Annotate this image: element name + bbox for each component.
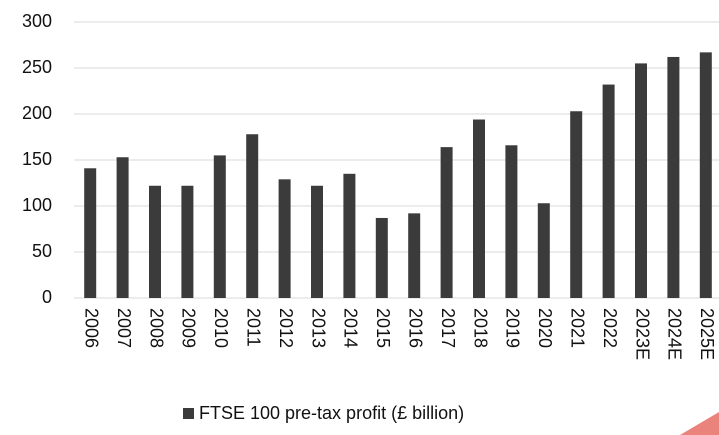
x-tick-label: 2017 — [438, 308, 458, 348]
y-tick-label: 250 — [22, 57, 52, 77]
x-tick-label: 2016 — [405, 308, 425, 348]
bar — [278, 179, 291, 298]
bar — [440, 147, 453, 298]
bar — [116, 157, 129, 298]
x-tick-label: 2009 — [179, 308, 199, 348]
legend-marker — [183, 408, 194, 419]
x-tick-label: 2010 — [211, 308, 231, 348]
x-tick-label: 2011 — [243, 308, 263, 347]
x-tick-label: 2012 — [276, 308, 296, 348]
y-tick-label: 200 — [22, 103, 52, 123]
x-tick-label: 2021 — [567, 308, 587, 348]
bar — [505, 145, 518, 298]
x-tick-label: 2015 — [373, 308, 393, 348]
x-tick-label: 2022 — [600, 308, 620, 348]
bar — [699, 52, 712, 298]
y-tick-label: 150 — [22, 149, 52, 169]
bar — [149, 185, 161, 298]
bar — [635, 63, 647, 299]
x-tick-label: 2025E — [697, 308, 717, 360]
corner-decoration — [680, 412, 719, 435]
x-tick-label: 2018 — [470, 308, 490, 348]
bar — [375, 217, 388, 298]
bar — [570, 111, 583, 299]
x-tick-label: 2020 — [535, 308, 555, 348]
bar — [602, 84, 615, 298]
y-tick-label: 50 — [32, 241, 52, 261]
bar — [408, 213, 421, 298]
x-tick-label: 2023E — [632, 308, 652, 360]
bar — [213, 155, 226, 298]
x-tick-label: 2006 — [81, 308, 101, 348]
bar — [84, 168, 97, 298]
bar — [537, 203, 550, 298]
y-tick-label: 300 — [22, 11, 52, 31]
x-tick-label: 2024E — [665, 308, 685, 360]
x-tick-label: 2014 — [341, 308, 361, 348]
x-tick-label: 2013 — [308, 308, 328, 348]
bar — [343, 173, 356, 298]
y-tick-label: 0 — [42, 287, 52, 307]
x-tick-label: 2019 — [503, 308, 523, 348]
bar — [473, 119, 485, 299]
legend-label: FTSE 100 pre-tax profit (£ billion) — [199, 403, 464, 423]
y-tick-label: 100 — [22, 195, 52, 215]
x-tick-label: 2008 — [146, 308, 166, 348]
bar — [311, 185, 323, 298]
x-tick-label: 2007 — [114, 308, 134, 348]
bar — [181, 185, 194, 298]
bar — [246, 134, 259, 298]
bar — [667, 56, 680, 299]
